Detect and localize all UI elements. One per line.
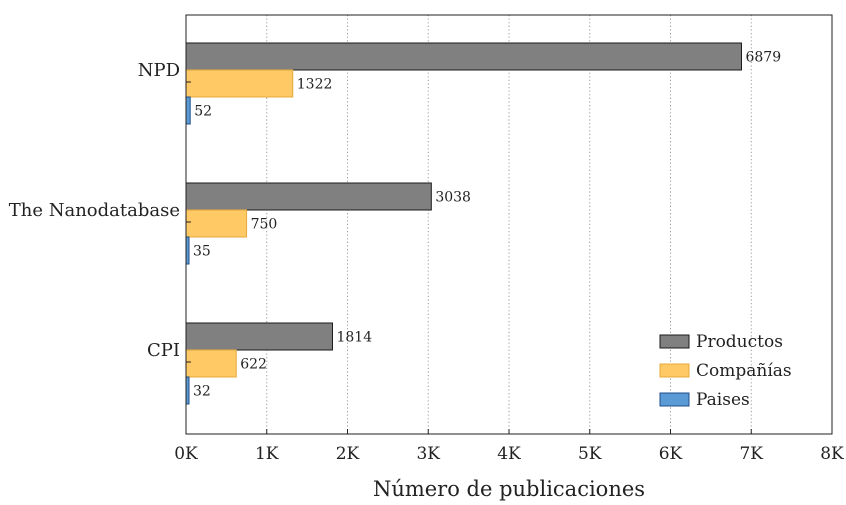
x-axis-ticks: 0K 1K 2K 3K 4K 5K 6K 7K 8K bbox=[174, 81, 844, 464]
category-label: The Nanodatabase bbox=[9, 200, 180, 221]
x-tick-label: 7K bbox=[739, 444, 763, 464]
bar-compañías bbox=[185, 209, 248, 238]
bar-productos bbox=[185, 182, 432, 211]
x-tick-label: 6K bbox=[659, 444, 683, 464]
x-tick-label: 0K bbox=[174, 444, 198, 464]
bar-compañías bbox=[185, 69, 294, 98]
y-axis-categories: NPD The Nanodatabase CPI bbox=[9, 60, 180, 361]
data-label: 750 bbox=[251, 217, 278, 233]
bar-productos bbox=[185, 42, 742, 71]
x-tick-label: 8K bbox=[820, 444, 844, 464]
data-label: 3038 bbox=[435, 190, 471, 206]
data-label: 622 bbox=[240, 357, 267, 373]
legend-swatch bbox=[659, 334, 690, 349]
data-label: 35 bbox=[193, 244, 211, 260]
x-tick-label: 3K bbox=[416, 444, 440, 464]
data-label: 52 bbox=[194, 104, 212, 120]
x-tick-label: 4K bbox=[497, 444, 521, 464]
grid-lines bbox=[266, 15, 752, 434]
value-labels: 6879 1322 52 3038 750 35 1814 622 32 bbox=[193, 50, 781, 400]
bar-paises bbox=[185, 96, 191, 125]
data-label: 1322 bbox=[297, 77, 333, 93]
legend-label: Paises bbox=[696, 390, 750, 410]
bars bbox=[185, 42, 742, 405]
legend-label: Compañías bbox=[696, 361, 792, 381]
x-tick-label: 5K bbox=[578, 444, 602, 464]
data-label: 32 bbox=[193, 384, 211, 400]
data-label: 1814 bbox=[336, 330, 372, 346]
legend-swatch bbox=[659, 363, 690, 378]
x-tick-label: 2K bbox=[336, 444, 360, 464]
x-tick-label: 1K bbox=[255, 444, 279, 464]
legend-swatch bbox=[659, 392, 690, 407]
legend-label: Productos bbox=[696, 332, 783, 352]
legend: Productos Compañías Paises bbox=[659, 332, 792, 410]
bar-productos bbox=[185, 322, 333, 351]
category-label: CPI bbox=[147, 340, 180, 361]
bar-compañías bbox=[185, 349, 237, 378]
category-label: NPD bbox=[138, 60, 180, 81]
data-label: 6879 bbox=[745, 50, 781, 66]
x-axis-title: Número de publicaciones bbox=[373, 477, 645, 501]
